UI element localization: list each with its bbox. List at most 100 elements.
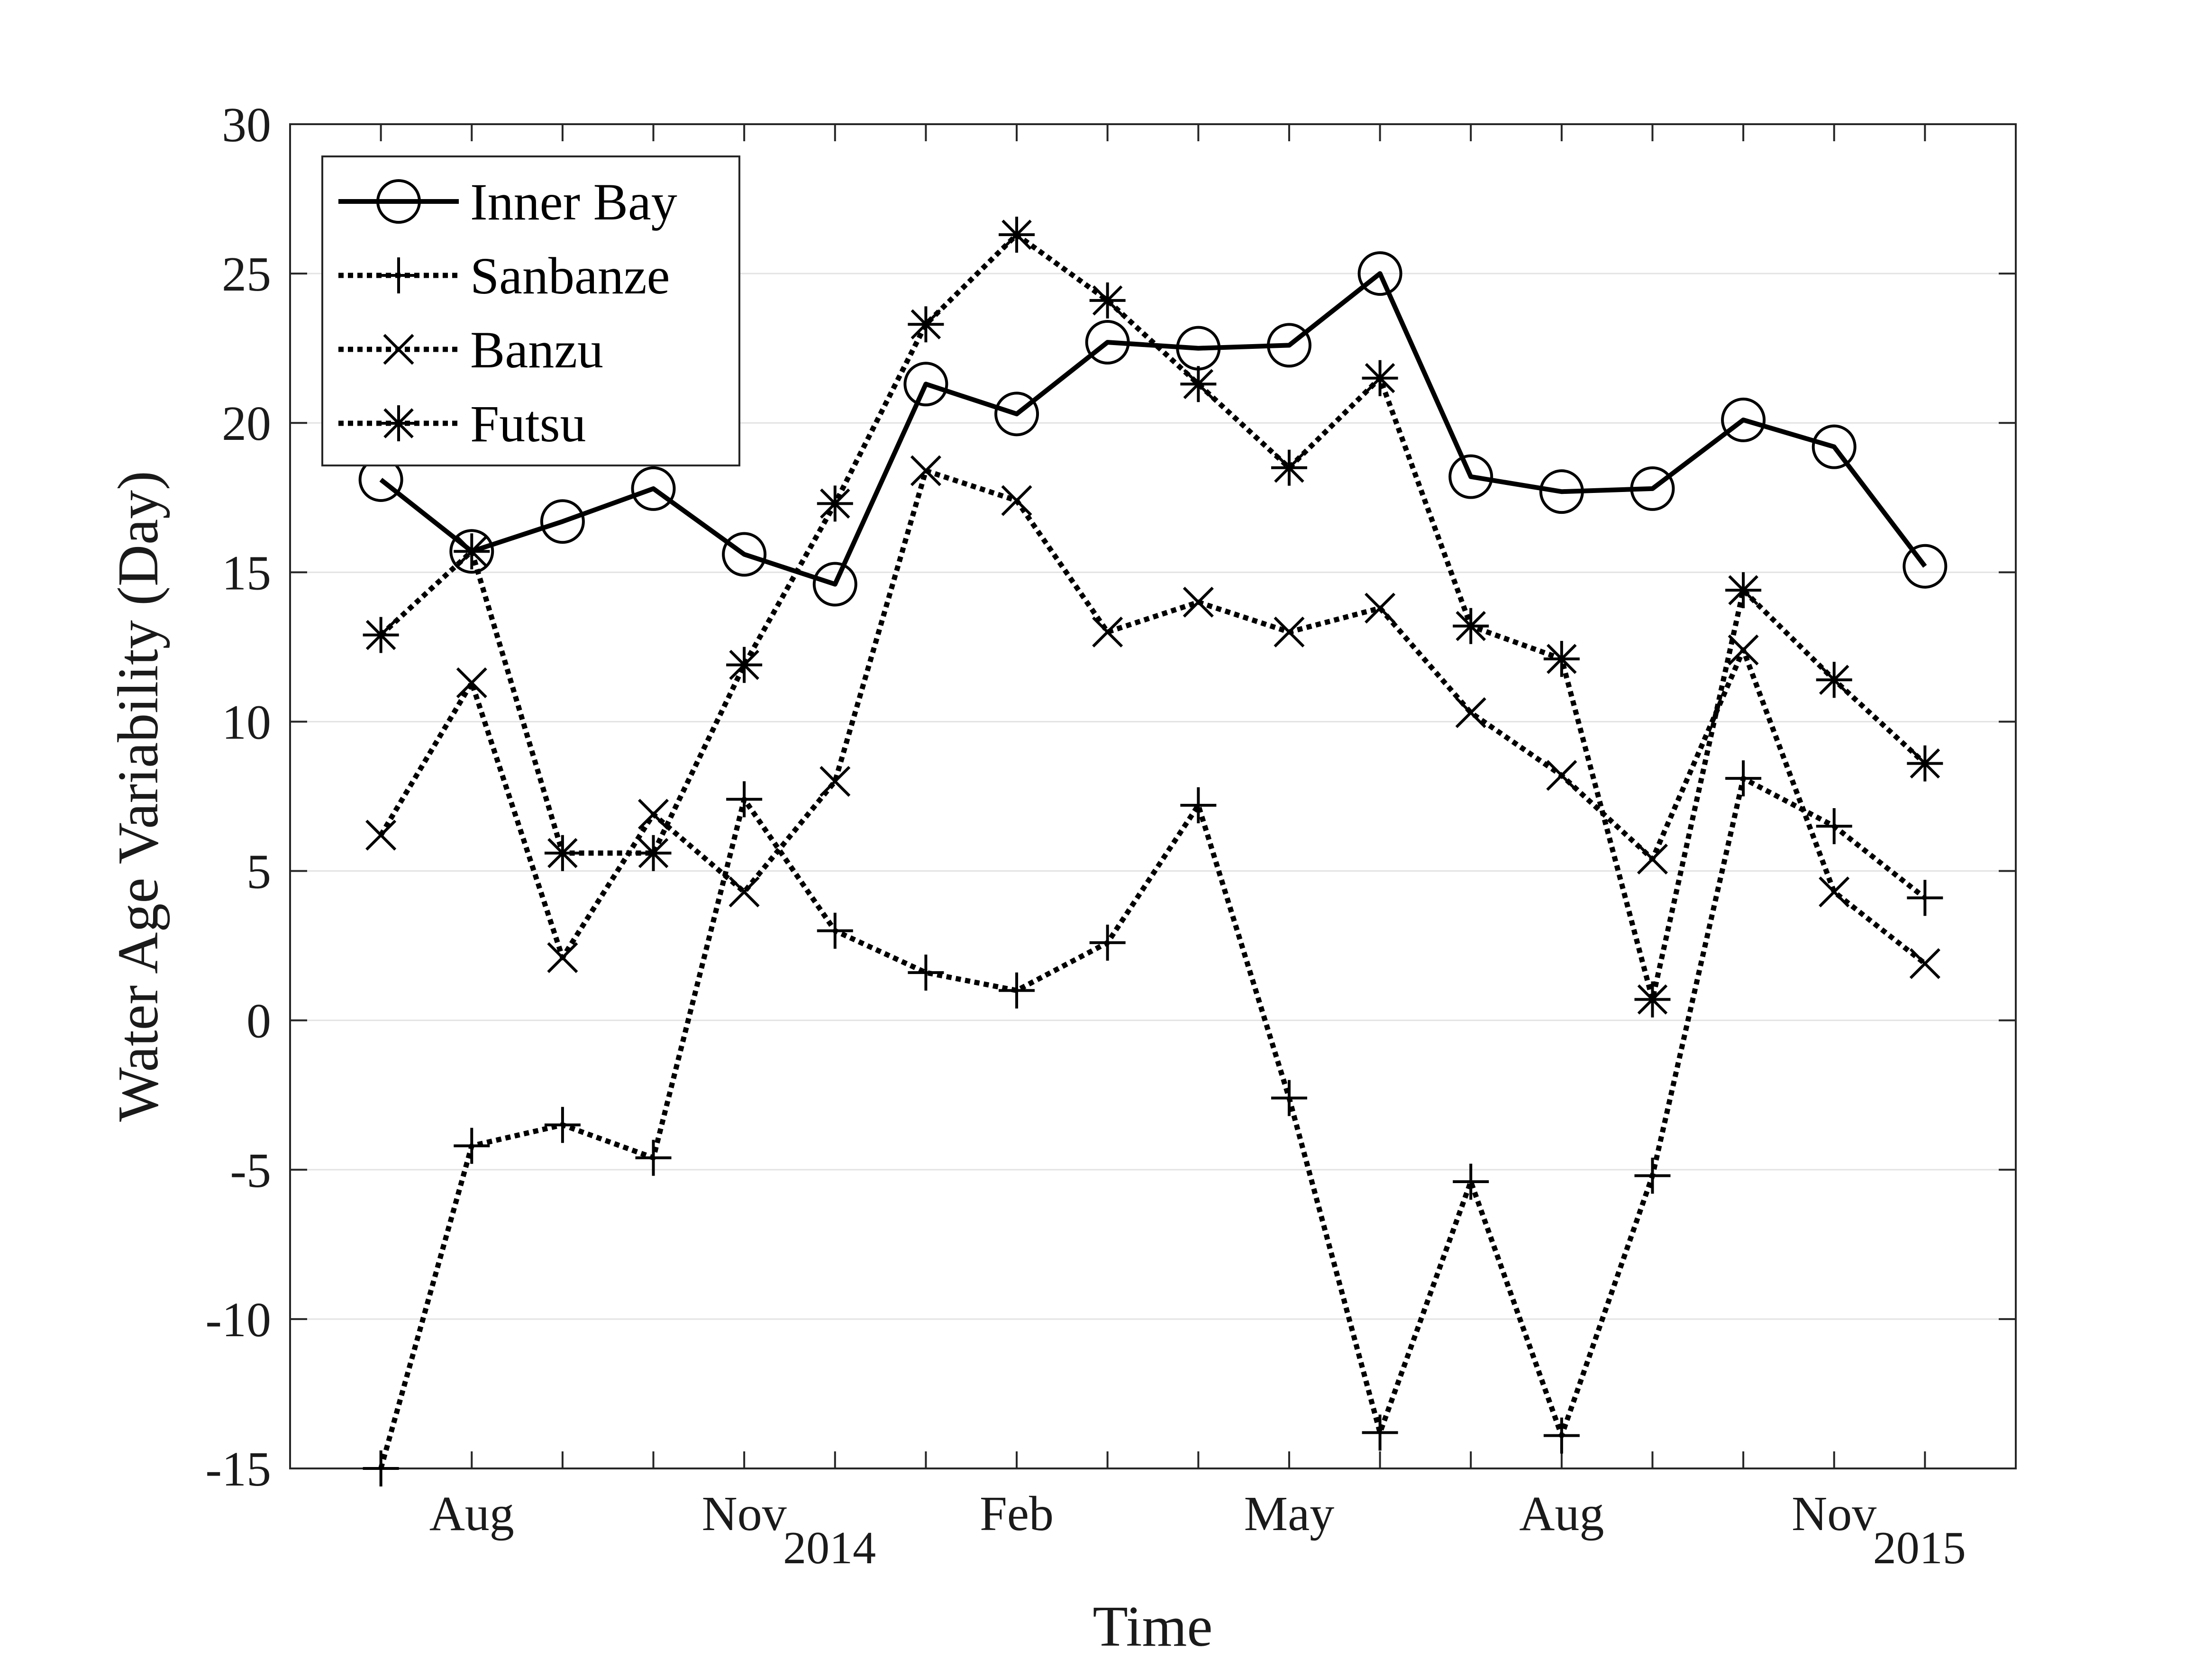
y-tick-label: -10 xyxy=(205,1293,271,1347)
x-marker-point xyxy=(1546,760,1577,791)
star-marker-point xyxy=(1725,572,1762,609)
circle-marker-point xyxy=(1176,326,1221,371)
circle-marker-point xyxy=(1448,454,1493,499)
x-marker-legend xyxy=(383,334,414,365)
x-marker-point xyxy=(547,942,578,973)
x-marker-point xyxy=(910,455,941,486)
plus-marker-point xyxy=(1907,880,1943,916)
x-tick-label: Nov xyxy=(1792,1486,1876,1541)
legend-label: Sanbanze xyxy=(470,247,670,305)
circle-marker-point xyxy=(903,362,948,407)
circle-marker-point xyxy=(1630,466,1675,511)
x-marker-point xyxy=(365,820,397,851)
star-marker-point xyxy=(1816,662,1852,698)
x-marker-point xyxy=(1001,485,1032,516)
circle-marker-point xyxy=(1721,397,1766,442)
series-inner-bay xyxy=(358,251,1948,607)
plus-marker-point xyxy=(999,972,1035,1009)
plus-marker-legend xyxy=(381,257,417,293)
star-marker-point xyxy=(999,217,1035,253)
x-marker-point xyxy=(456,667,487,699)
star-marker-point xyxy=(363,617,399,653)
plus-marker-point xyxy=(726,781,763,818)
y-tick-label: 0 xyxy=(246,994,271,1048)
plus-marker-point xyxy=(635,1139,672,1176)
x-marker-point xyxy=(728,876,760,908)
x-tick-label: May xyxy=(1244,1486,1335,1541)
x-marker-point xyxy=(1092,616,1123,647)
plus-marker-point xyxy=(1725,760,1762,797)
star-marker-point xyxy=(1453,608,1489,644)
circle-marker-point xyxy=(449,529,494,574)
y-tick-label: 10 xyxy=(222,695,271,749)
series-banzu xyxy=(365,455,1940,979)
y-tick-label: 15 xyxy=(222,546,271,600)
plus-marker-point xyxy=(544,1107,581,1143)
plus-marker-point xyxy=(1634,1158,1671,1194)
plus-marker-point xyxy=(908,954,944,991)
star-marker-point xyxy=(726,647,763,683)
y-tick-label: 20 xyxy=(222,396,271,451)
x-axis-title: Time xyxy=(1092,1595,1212,1659)
x-marker-point xyxy=(638,799,669,830)
plus-marker-point xyxy=(363,1450,399,1486)
star-marker-point xyxy=(1543,641,1580,677)
plus-marker-point xyxy=(1362,1414,1398,1451)
plus-marker-point xyxy=(1180,787,1217,823)
star-marker-point xyxy=(1362,360,1398,396)
x-marker-point xyxy=(1455,697,1486,729)
circle-marker-point xyxy=(1903,544,1948,589)
series-line xyxy=(378,775,1927,1469)
series-line xyxy=(379,271,1927,587)
star-marker-point xyxy=(908,306,944,343)
plus-marker-point xyxy=(454,1128,490,1164)
circle-marker-point xyxy=(1539,469,1584,514)
star-marker-point xyxy=(1089,282,1126,319)
y-tick-label: 25 xyxy=(222,247,271,301)
legend-entry: Sanbanze xyxy=(338,247,670,305)
plus-marker-point xyxy=(1816,808,1852,845)
x-marker-point xyxy=(1365,592,1396,624)
circle-marker-point xyxy=(994,392,1039,437)
y-tick-label: -15 xyxy=(205,1442,271,1496)
star-marker-legend xyxy=(381,405,417,441)
circle-marker-point xyxy=(1085,320,1130,365)
series-sanbanze xyxy=(363,760,1943,1486)
legend: Inner Bay Sanbanze Banzu Futsu xyxy=(321,155,740,466)
star-marker-point xyxy=(1180,366,1217,402)
x-tick-label: Aug xyxy=(429,1486,514,1541)
y-tick-label: -5 xyxy=(230,1143,271,1198)
x-tick-label: Feb xyxy=(980,1486,1054,1541)
y-axis-title: Water Age Variability (Day) xyxy=(106,471,170,1122)
legend-entry: Banzu xyxy=(338,321,603,379)
legend-entry: Inner Bay xyxy=(338,173,677,231)
plus-marker-point xyxy=(1453,1163,1489,1200)
x-marker-point xyxy=(1909,948,1940,979)
series-line xyxy=(378,468,1927,966)
series-futsu xyxy=(363,217,1943,1018)
x-tick-year-label: 2014 xyxy=(783,1522,876,1574)
legend-label: Futsu xyxy=(470,395,586,453)
circle-marker-point xyxy=(1266,323,1311,368)
x-tick-label: Aug xyxy=(1519,1486,1604,1541)
star-marker-point xyxy=(1271,449,1307,486)
star-marker-point xyxy=(1907,745,1943,782)
legend-label: Inner Bay xyxy=(470,173,677,231)
x-marker-point xyxy=(1819,876,1850,908)
circle-marker-point xyxy=(722,532,767,577)
x-tick-label: Nov xyxy=(702,1486,787,1541)
legend-entry: Futsu xyxy=(338,395,586,453)
circle-marker-point xyxy=(631,466,676,511)
x-marker-point xyxy=(1637,843,1668,875)
series-lines xyxy=(358,217,1948,1486)
plus-marker-point xyxy=(1271,1080,1307,1116)
circle-marker-point xyxy=(1811,424,1857,469)
plus-marker-point xyxy=(817,912,853,949)
plus-marker-point xyxy=(1089,924,1126,961)
y-tick-label: 30 xyxy=(222,98,271,152)
legend-label: Banzu xyxy=(470,321,603,379)
plot-frame xyxy=(289,123,2017,1469)
plus-marker-point xyxy=(1543,1417,1580,1454)
